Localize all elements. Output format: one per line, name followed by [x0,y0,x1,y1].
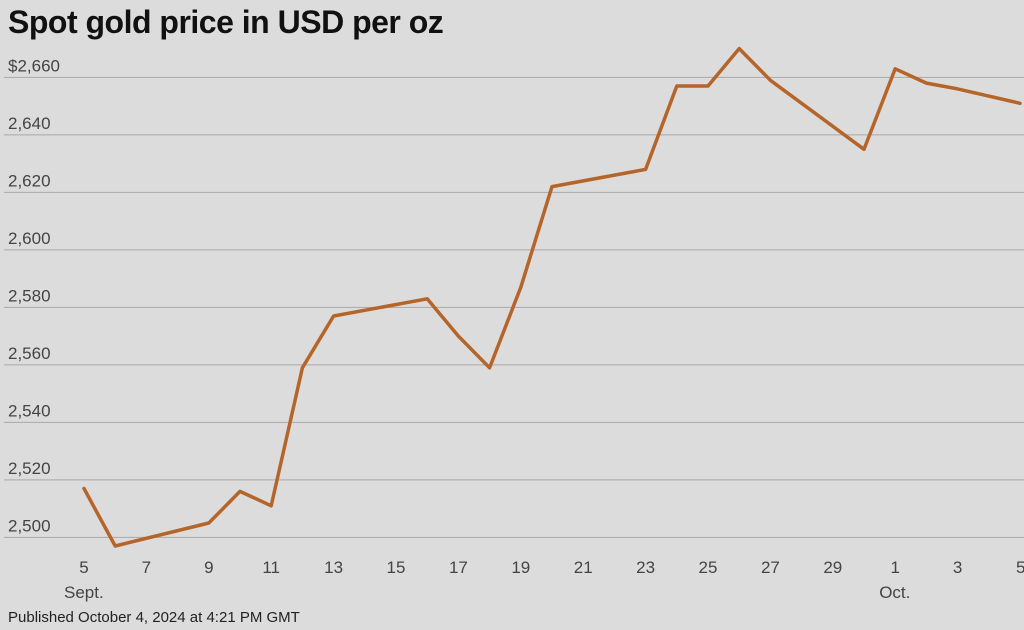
x-tick-label: 7 [142,558,151,577]
y-axis: 2,500 2,520 2,540 2,560 2,580 2,600 2,620 2,640… [8,56,60,535]
series-layer [82,46,1022,548]
grid-layer [4,76,1024,538]
x-tick-label: 19 [511,558,530,577]
x-tick-label: 15 [387,558,406,577]
x-axis: 5 Sept. 7 9 11 13 15 17 19 21 23 25 27 29 1 Oct. 3 5 [64,558,1024,602]
y-tick-label: $2,660 [8,56,60,75]
x-tick-label: 5 [1016,558,1024,577]
y-tick-label: 2,640 [8,114,51,133]
x-tick-sublabel: Sept. [64,583,104,602]
x-tick-label: 23 [636,558,655,577]
y-tick-label: 2,580 [8,286,51,305]
x-tick-label: 21 [574,558,593,577]
x-tick-label: 11 [262,558,280,577]
gold-price-line [82,46,1022,548]
chart-title: Spot gold price in USD per oz [8,4,444,40]
x-tick-label: 29 [823,558,842,577]
x-tick-label: 25 [699,558,718,577]
x-tick-label: 3 [953,558,962,577]
x-tick-label: 5 [79,558,88,577]
y-tick-label: 2,500 [8,516,51,535]
published-note: Published October 4, 2024 at 4:21 PM GMT [8,609,300,626]
x-tick-label: 9 [204,558,213,577]
y-tick-label: 2,560 [8,344,51,363]
x-tick-label: 27 [761,558,780,577]
x-tick-label: 17 [449,558,468,577]
x-tick-sublabel: Oct. [879,583,910,602]
y-tick-label: 2,540 [8,401,51,420]
x-tick-label: 13 [324,558,343,577]
y-tick-label: 2,600 [8,229,51,248]
y-tick-label: 2,620 [8,171,51,190]
x-tick-label: 1 [890,558,899,577]
y-tick-label: 2,520 [8,459,51,478]
